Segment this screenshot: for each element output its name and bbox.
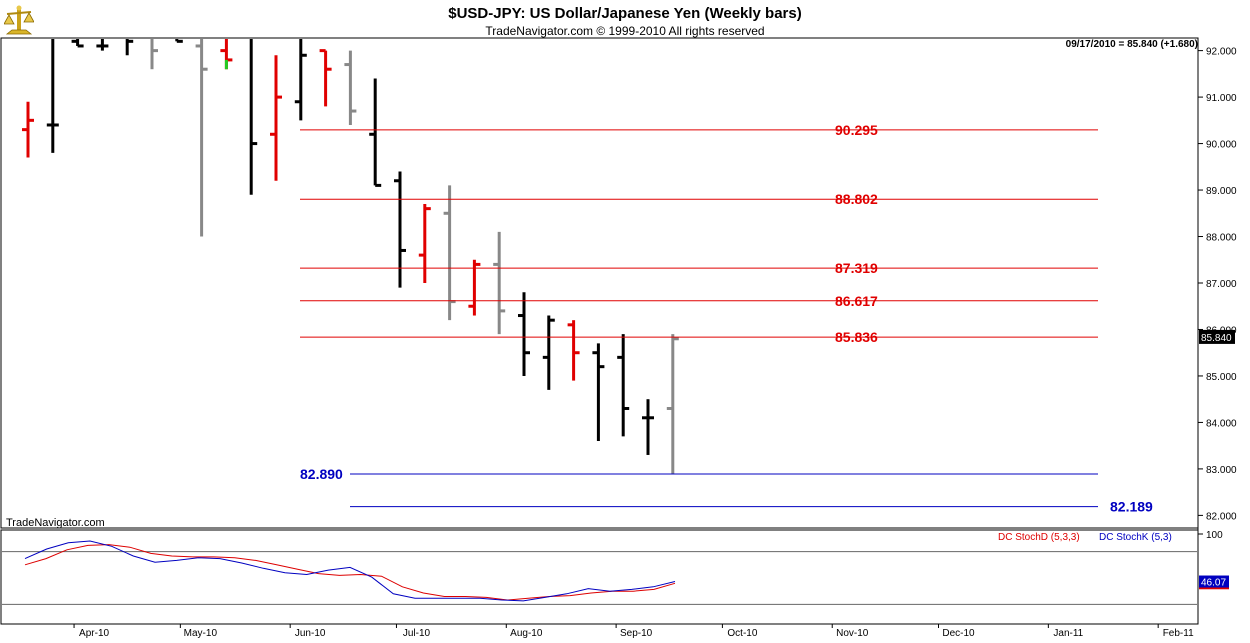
- ohlc-bar: [369, 78, 382, 187]
- price-layer: 90.295 88.802 87.319 86.617 85.836 82.890 82.1…: [22, 39, 1153, 515]
- y-tick-label: 83.000: [1206, 465, 1237, 476]
- level-label: 87.319: [835, 260, 878, 276]
- ohlc-bar: [468, 259, 481, 316]
- ohlc-bar: [666, 334, 679, 474]
- x-tick-label: Oct-10: [727, 628, 757, 639]
- level-label: 86.617: [835, 293, 878, 309]
- y-tick-label: 88.000: [1206, 233, 1237, 244]
- ohlc-bar: [150, 39, 158, 70]
- ohlc-bar: [319, 49, 332, 107]
- ohlc-bar: [592, 343, 605, 442]
- watermark: TradeNavigator.com: [6, 517, 105, 529]
- x-tick-label: Sep-10: [620, 628, 653, 639]
- last-price-readout: 09/17/2010 = 85.840 (+1.680): [1065, 39, 1198, 50]
- ohlc-bars: [22, 39, 679, 474]
- ohlc-bar: [249, 39, 258, 195]
- ohlc-bar: [195, 39, 208, 237]
- ohlc-bar: [46, 39, 59, 153]
- y-tick-label: 87.000: [1206, 279, 1237, 290]
- y-tick-label: 84.000: [1206, 418, 1237, 429]
- ohlc-bar: [175, 39, 183, 43]
- price-panel-border: [0, 37, 1199, 529]
- stoch-k-badge: [1199, 575, 1229, 588]
- ohlc-bar: [443, 185, 456, 321]
- level-label: 85.836: [835, 329, 878, 345]
- y-tick-label: 91.000: [1206, 93, 1237, 104]
- ohlc-bar: [617, 334, 630, 437]
- ohlc-bar: [71, 39, 84, 48]
- ohlc-bar: [642, 399, 654, 455]
- ohlc-bar: [518, 292, 530, 376]
- ohlc-bar: [567, 320, 580, 381]
- stoch-d-line: [24, 544, 676, 601]
- stoch-k-value: 46.07: [1201, 578, 1226, 589]
- stoch-y-tick-label: 100: [1206, 530, 1223, 541]
- y-tick-label: 82.000: [1206, 511, 1237, 522]
- ohlc-bar: [418, 203, 431, 283]
- ohlc-bar: [96, 39, 109, 51]
- chart-subtitle: TradeNavigator.com © 1999-2010 All right…: [485, 24, 765, 38]
- ohlc-bar: [294, 39, 307, 121]
- ohlc-bar: [493, 231, 506, 335]
- ohlc-bar: [394, 171, 406, 288]
- ohlc-bar: [344, 50, 357, 125]
- level-label: 82.890: [300, 466, 343, 482]
- last-price-badge: [1199, 329, 1235, 344]
- x-tick-label: Feb-11: [1163, 628, 1194, 639]
- balance-scale-logo: [4, 5, 34, 35]
- ohlc-bar: [270, 55, 282, 181]
- stoch-panel-border: [0, 529, 1199, 625]
- legend-stoch-k: DC StochK (5,3): [1099, 532, 1172, 543]
- x-tick-label: May-10: [184, 628, 218, 639]
- x-tick-label: Apr-10: [79, 628, 109, 639]
- y-tick-label: 92.000: [1206, 47, 1237, 58]
- x-tick-label: Nov-10: [836, 628, 869, 639]
- stoch-k-line: [24, 540, 676, 602]
- chart-title: $USD-JPY: US Dollar/Japanese Yen (Weekly…: [448, 5, 802, 22]
- ohlc-bar: [22, 101, 34, 158]
- x-tick-label: Jul-10: [403, 628, 431, 639]
- x-tick-label: Aug-10: [510, 628, 543, 639]
- ohlc-bar: [125, 39, 134, 56]
- level-label: 82.189: [1110, 499, 1153, 515]
- stoch-layer: [2, 540, 1197, 605]
- last-price-label: 85.840: [1201, 333, 1232, 344]
- level-label: 90.295: [835, 122, 878, 138]
- ohlc-bar: [542, 315, 555, 390]
- y-tick-label: 90.000: [1206, 140, 1237, 151]
- y-tick-label: 89.000: [1206, 186, 1237, 197]
- x-tick-label: Jan-11: [1053, 628, 1083, 639]
- legend-stoch-d: DC StochD (5,3,3): [998, 532, 1080, 543]
- level-label: 88.802: [835, 191, 878, 207]
- x-tick-label: Jun-10: [295, 628, 326, 639]
- y-tick-label: 85.000: [1206, 372, 1237, 383]
- x-tick-label: Dec-10: [942, 628, 975, 639]
- axis-layer: 82.00083.00084.00085.00086.00087.00088.0…: [73, 47, 1237, 639]
